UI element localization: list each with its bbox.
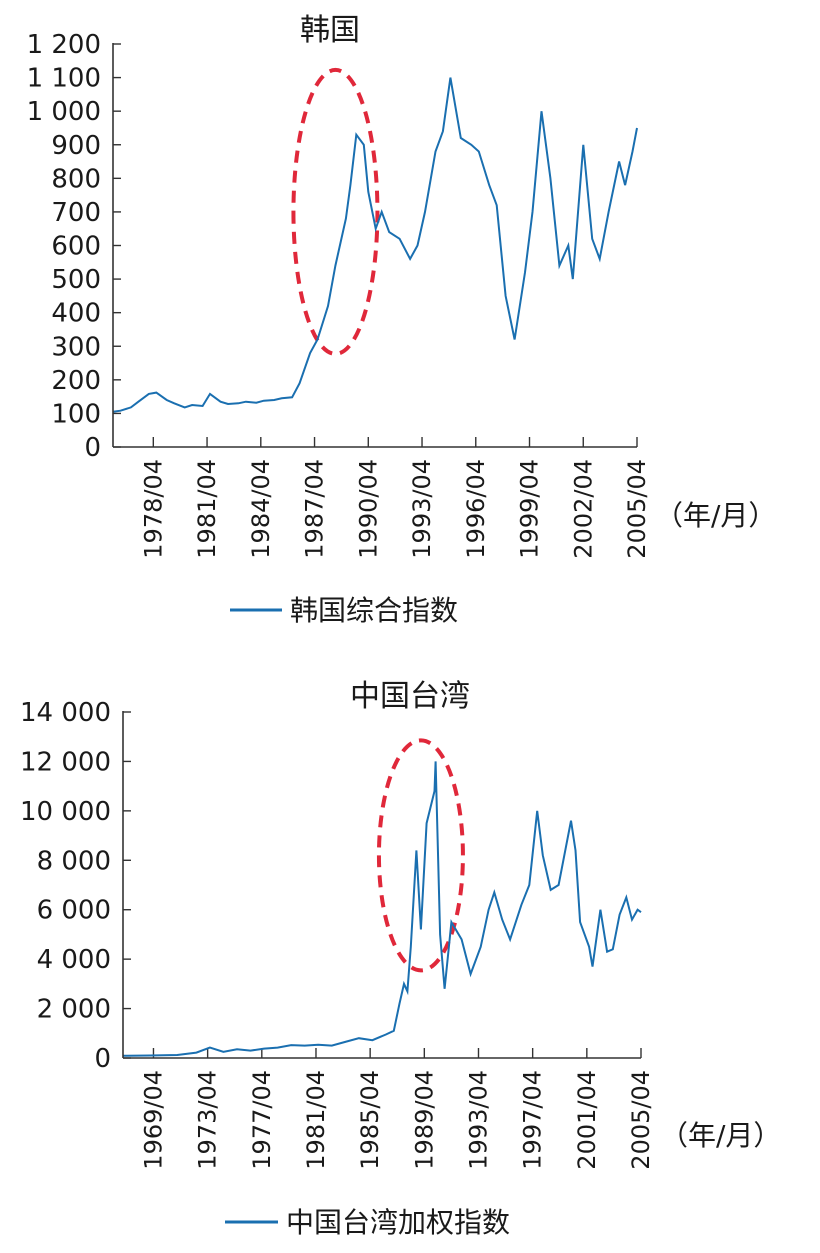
y-tick-label: 6 000 bbox=[37, 896, 111, 926]
y-axis: 0 2 000 4 000 6 000 8 000 10 000 12 000 14 000 bbox=[20, 698, 131, 1074]
x-tick-label: 1981/04 bbox=[193, 459, 221, 559]
x-tick-label: 1997/04 bbox=[519, 1070, 547, 1170]
y-tick-label: 8 000 bbox=[37, 846, 111, 876]
y-tick-label: 0 bbox=[84, 433, 101, 463]
y-tick-label: 1 200 bbox=[27, 30, 101, 60]
y-tick-label: 400 bbox=[51, 299, 101, 329]
axes bbox=[122, 711, 641, 1059]
y-tick-label: 14 000 bbox=[20, 698, 111, 728]
y-tick-label: 300 bbox=[51, 332, 101, 362]
x-tick-label: 1990/04 bbox=[354, 459, 382, 559]
x-tick-label: 1993/04 bbox=[464, 1070, 492, 1170]
taiwan-chart: 中国台湾 0 2 000 4 000 6 000 8 000 10 000 12 000 14… bbox=[20, 679, 781, 1239]
axes bbox=[112, 43, 637, 448]
y-tick-label: 10 000 bbox=[20, 797, 111, 827]
y-tick-label: 200 bbox=[51, 366, 101, 396]
x-unit-label: （年/月） bbox=[655, 499, 776, 532]
highlight-ellipse bbox=[291, 68, 380, 356]
x-tick-label: 1993/04 bbox=[408, 459, 436, 559]
x-tick-label: 2005/04 bbox=[623, 459, 651, 559]
chart-title: 韩国 bbox=[300, 13, 360, 48]
x-tick-label: 2001/04 bbox=[573, 1070, 601, 1170]
x-unit-label: （年/月） bbox=[660, 1119, 781, 1152]
chart-title: 中国台湾 bbox=[350, 679, 470, 714]
y-tick-label: 600 bbox=[51, 232, 101, 262]
y-tick-label: 100 bbox=[51, 399, 101, 429]
x-tick-label: 1977/04 bbox=[248, 1070, 276, 1170]
y-tick-label: 900 bbox=[51, 131, 101, 161]
series-line-korea bbox=[112, 77, 638, 413]
y-tick-label: 2 000 bbox=[37, 995, 111, 1025]
x-tick-label: 1996/04 bbox=[462, 459, 490, 559]
y-tick-label: 800 bbox=[51, 164, 101, 194]
x-tick-label: 2002/04 bbox=[569, 459, 597, 559]
x-tick-label: 1987/04 bbox=[301, 459, 329, 559]
y-tick-label: 4 000 bbox=[37, 945, 111, 975]
y-tick-label: 12 000 bbox=[20, 747, 111, 777]
x-tick-label: 1984/04 bbox=[247, 459, 275, 559]
series-line-taiwan bbox=[122, 761, 642, 1057]
y-tick-label: 1 100 bbox=[27, 64, 101, 94]
y-tick-label: 1 000 bbox=[27, 97, 101, 127]
y-tick-label: 0 bbox=[94, 1044, 111, 1074]
y-tick-label: 700 bbox=[51, 198, 101, 228]
y-tick-label: 500 bbox=[51, 265, 101, 295]
x-tick-label: 1981/04 bbox=[302, 1070, 330, 1170]
x-axis: 1978/04 1981/04 1984/04 1987/04 1990/04 1993/… bbox=[139, 437, 651, 559]
legend-label-korea: 韩国综合指数 bbox=[290, 594, 458, 627]
legend-label-taiwan: 中国台湾加权指数 bbox=[286, 1206, 510, 1239]
x-tick-label: 1973/04 bbox=[194, 1070, 222, 1170]
x-tick-label: 1985/04 bbox=[356, 1070, 384, 1170]
x-tick-label: 1969/04 bbox=[139, 1070, 167, 1170]
x-tick-label: 1989/04 bbox=[410, 1070, 438, 1170]
x-tick-label: 2005/04 bbox=[627, 1070, 655, 1170]
highlight-ellipse bbox=[376, 738, 465, 973]
x-axis: 1969/04 1973/04 1977/04 1981/04 1985/04 1989/… bbox=[139, 1048, 655, 1170]
x-tick-label: 1978/04 bbox=[139, 459, 167, 559]
x-tick-label: 1999/04 bbox=[516, 459, 544, 559]
